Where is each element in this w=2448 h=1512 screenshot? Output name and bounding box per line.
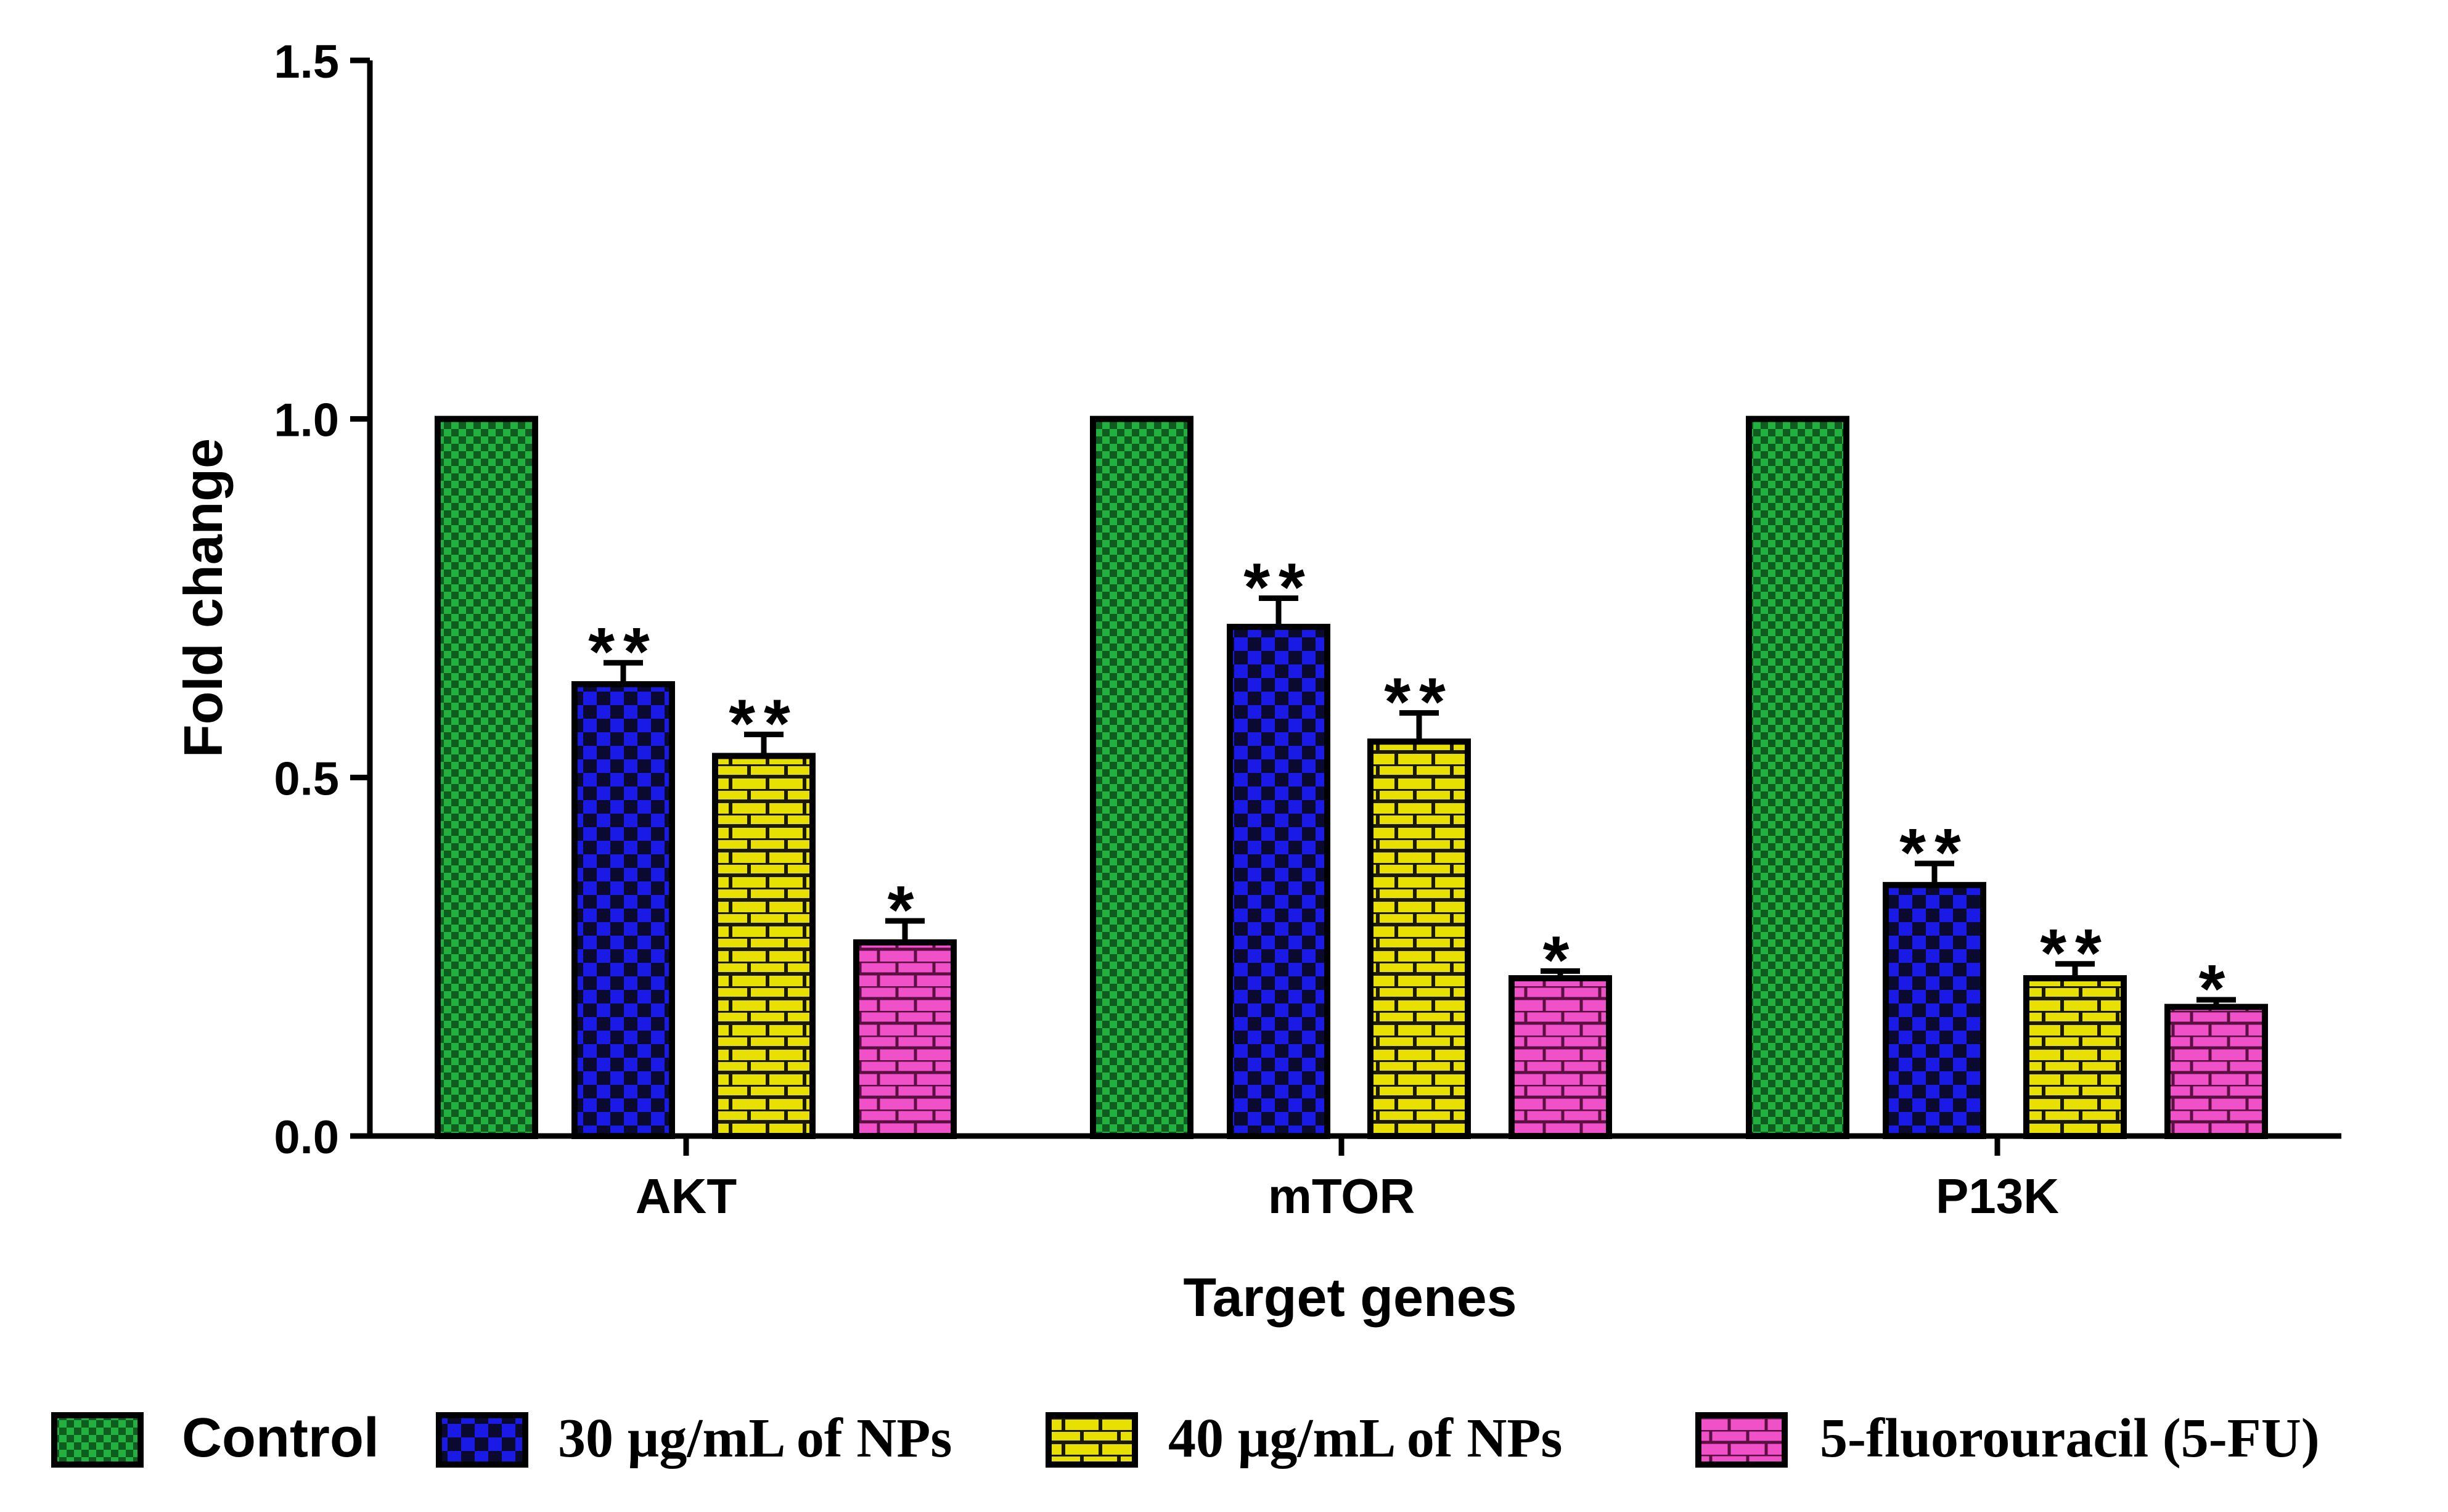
legend-label: 5-fluorouracil (5-FU) xyxy=(1820,1408,2320,1469)
legend-swatch xyxy=(51,1412,144,1468)
x-tick-label: mTOR xyxy=(1268,1169,1415,1224)
y-tick-label: 1.5 xyxy=(274,36,339,88)
significance-label: ** xyxy=(1899,815,1970,891)
significance-label: ** xyxy=(1384,664,1454,740)
legend-label: 30 µg/mL of NPs xyxy=(558,1408,952,1469)
bar xyxy=(712,753,816,1139)
legend-label: Control xyxy=(182,1407,379,1469)
error-bar xyxy=(2055,961,2095,979)
bar xyxy=(1090,415,1193,1140)
error-bar xyxy=(1541,968,1580,979)
error-bar xyxy=(604,660,643,685)
significance-label: ** xyxy=(2040,915,2110,991)
y-tick-label: 0.5 xyxy=(274,753,339,805)
bar xyxy=(1227,624,1330,1139)
x-tick-label: AKT xyxy=(636,1169,737,1224)
error-bar xyxy=(1399,710,1439,742)
bar xyxy=(1746,415,1849,1140)
bar xyxy=(435,415,538,1140)
y-tick-label: 0.0 xyxy=(274,1111,339,1164)
y-axis-title: Fold change xyxy=(173,438,234,758)
significance-label: ** xyxy=(1243,550,1314,626)
significance-label: * xyxy=(1543,922,1578,998)
legend-swatch xyxy=(1046,1412,1138,1468)
significance-label: * xyxy=(888,872,923,948)
error-bar xyxy=(1915,860,1954,885)
bar xyxy=(2023,975,2127,1139)
bar xyxy=(1367,738,1471,1139)
significance-label: ** xyxy=(588,614,658,690)
y-tick-label: 1.0 xyxy=(274,394,339,447)
legend-swatch xyxy=(1695,1412,1788,1468)
error-bar xyxy=(885,918,925,942)
error-bar xyxy=(2196,997,2236,1007)
bar xyxy=(1509,975,1612,1139)
error-bar xyxy=(1259,595,1298,627)
legend-swatch xyxy=(436,1412,528,1468)
bar xyxy=(1883,881,1986,1140)
significance-label: ** xyxy=(729,686,799,762)
bar xyxy=(853,939,957,1140)
legend-label: 40 µg/mL of NPs xyxy=(1168,1408,1562,1469)
x-axis-title: Target genes xyxy=(1183,1267,1517,1328)
significance-label: * xyxy=(2199,951,2234,1027)
bar xyxy=(571,681,675,1139)
x-tick-label: P13K xyxy=(1936,1169,2059,1224)
error-bar xyxy=(744,732,784,756)
